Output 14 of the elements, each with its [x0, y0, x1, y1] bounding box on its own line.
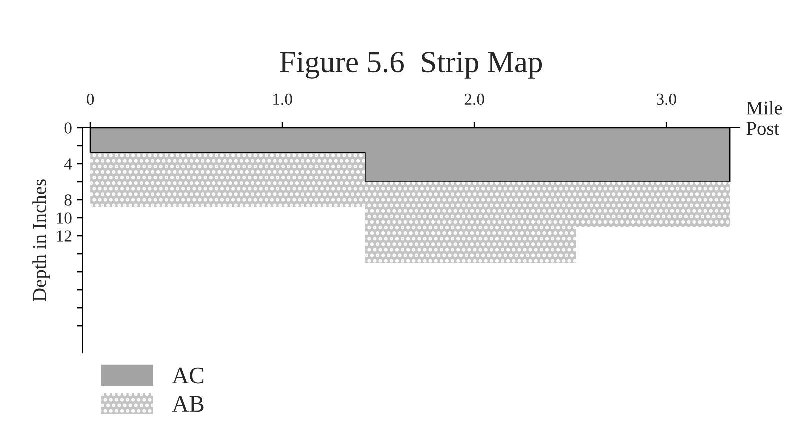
x-tick-label: 2.0 [464, 94, 484, 106]
y-tick-label: 10 [57, 212, 72, 224]
x-tick-label: 3.0 [657, 94, 676, 106]
y-axis-title: Depth in Inches [32, 180, 50, 302]
chart-title: Figure 5.6 Strip Map [280, 52, 542, 79]
legend-label: AC [172, 368, 204, 384]
x-axis-title: Mile Post [746, 101, 782, 136]
y-tick-label: 4 [64, 158, 72, 170]
y-tick-label: 12 [57, 230, 72, 242]
y-tick-label: 0 [64, 122, 72, 134]
x-tick-label: 0 [87, 94, 94, 106]
x-tick-label: 1.0 [274, 94, 292, 106]
y-tick-label: 8 [64, 194, 72, 206]
legend-label: AB [172, 396, 204, 412]
